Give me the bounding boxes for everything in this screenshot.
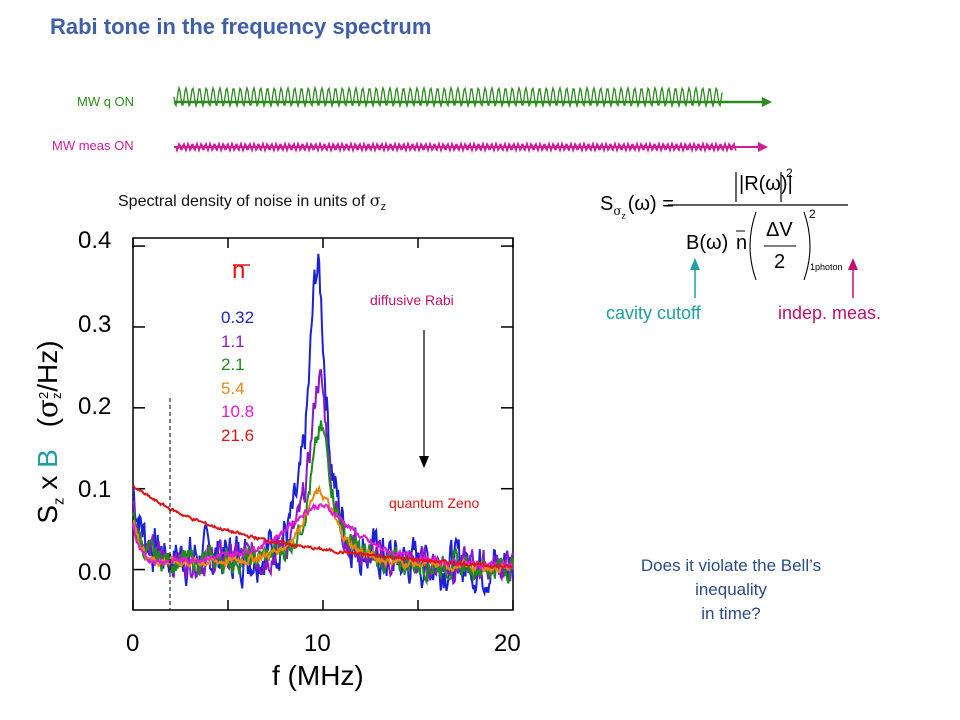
ylabel-sigma: σ [31,398,64,419]
formula-lhs: Sσz(ω) = [600,193,674,220]
ylabel-s-sub: z [50,497,68,505]
series-line-0.32 [132,253,514,597]
cavity-cutoff-label: cavity cutoff [606,303,701,323]
chart-subtitle: Spectral density of noise in units of σz [118,191,386,213]
xtick-label: 20 [494,630,521,657]
formula-denom-n: n [736,232,748,254]
mw-q-label: MW q ON [77,94,135,109]
formula-frac-top: ΔV [766,219,793,241]
legend-item: 2.1 [221,355,245,374]
ylabel-sigma-exp: 2 [35,391,51,399]
y-axis-label: Sz x B (σ 2 z/Hz) [31,267,71,597]
ylabel-b: B [32,449,63,468]
question-line: Does it violate the Bell’s [640,556,822,575]
ytick-label: 0.3 [78,311,112,338]
indep-meas-label: indep. meas. [778,303,882,323]
ylabel-s: S [32,504,63,524]
ytick-label: 0.0 [78,559,112,586]
question-line: inequality [695,580,767,599]
bell-question: Does it violate the Bell’s inequality in… [600,554,862,626]
trend-arrow-head [419,456,429,468]
series-line-1.1 [132,368,514,586]
ylabel-sigma-sub: z [48,392,64,399]
slide-title: Rabi tone in the frequency spectrum [50,14,432,39]
question-line: in time? [701,604,761,623]
subtitle-sigma: σ [369,191,381,210]
ytick-label: 0.2 [78,393,112,420]
xtick-label: 0 [126,630,140,657]
subtitle-sub: z [380,201,387,214]
formula-sub: σ [613,204,622,218]
legend-item: 5.4 [221,378,245,398]
mw-q-wave [173,85,723,109]
annotation-diffusive: diffusive Rabi [370,292,454,308]
legend-item: 0.32 [221,308,255,327]
indep-arrow-head [848,258,858,270]
mw-meas-arrow-head [758,142,768,152]
formula-num-exp: 2 [786,166,793,180]
formula-denom-b: B(ω) [686,232,729,254]
subtitle-text: Spectral density of noise in units of [118,193,370,210]
formula-arg: (ω) = [627,193,674,215]
formula-frac-bottom: 2 [774,251,786,273]
formula-numerator: |R(ω)| [739,173,793,196]
formula-paren-right [803,211,811,281]
cavity-arrow-head [690,258,700,270]
formula-s: S [600,193,614,215]
ylabel-x: x [32,467,63,498]
axis-ticks [132,238,514,610]
ytick-label: 0.4 [78,227,112,254]
mw-meas-label: MW meas ON [52,138,134,153]
annotation-zeno: quantum Zeno [389,495,480,511]
formula-photon-sub: 1photon [810,262,843,272]
legend-item: 21.6 [221,425,255,445]
ylabel-close: /Hz) [32,340,63,392]
mw-q-arrow-head [762,97,772,107]
legend-item: 10.8 [221,402,255,421]
mw-meas-signal [174,141,768,153]
legend-item: 1.1 [221,331,245,351]
legend-list: 0.32 1.1 2.1 5.4 10.8 21.6 [221,306,254,447]
formula-paren-left [749,211,757,281]
formula-frac-exp: 2 [809,207,816,221]
x-axis-label: f (MHz) [272,660,364,691]
formula-subsub: z [621,211,626,221]
mw-meas-wave [175,141,737,153]
mw-q-signal [173,85,772,109]
ylabel-open: ( [32,418,63,428]
xtick-label: 10 [304,630,331,657]
chart-curves [132,253,514,597]
legend-title: n [232,257,246,284]
ytick-label: 0.1 [78,476,112,503]
series-line-21.6 [132,484,514,570]
formula-r: |R(ω)| [739,173,793,195]
